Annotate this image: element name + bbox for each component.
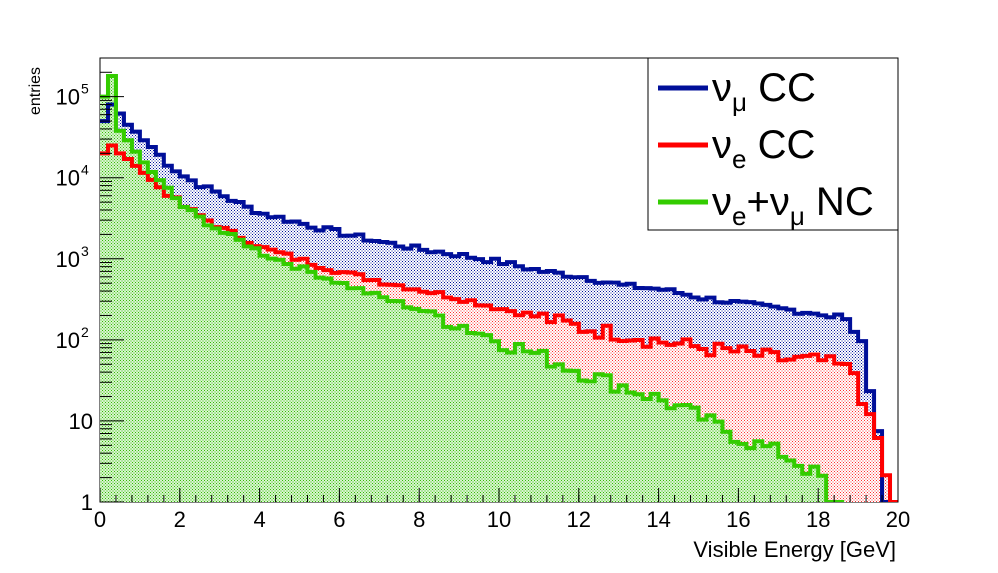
x-tick-label: 0	[94, 507, 106, 532]
y-tick-label: 10	[56, 166, 80, 191]
x-tick-label: 18	[806, 507, 830, 532]
x-tick-label: 6	[333, 507, 345, 532]
legend-label-nc: νe+νμ NC	[712, 180, 874, 231]
legend-label-nue_cc: νe CC	[712, 123, 815, 174]
y-tick-exponent: 3	[81, 243, 89, 259]
x-tick-label: 16	[726, 507, 750, 532]
x-tick-label: 8	[413, 507, 425, 532]
line-numu_cc	[100, 102, 898, 502]
y-tick-label: 10	[56, 85, 80, 110]
y-tick-label: 10	[69, 409, 93, 434]
legend: νμ CC νe CC νe+νμ NC	[647, 57, 899, 231]
y-tick-exponent: 2	[81, 324, 89, 340]
line-nc	[100, 73, 845, 502]
x-tick-label: 4	[253, 507, 265, 532]
x-tick-label: 10	[487, 507, 511, 532]
x-tick-label: 14	[646, 507, 670, 532]
y-tick-label: 10	[56, 247, 80, 272]
x-tick-label: 12	[567, 507, 591, 532]
legend-label-numu_cc: νμ CC	[712, 66, 816, 117]
y-tick-exponent: 5	[81, 81, 89, 97]
x-axis-label: Visible Energy [GeV]	[693, 537, 896, 562]
y-tick-label: 1	[81, 490, 93, 515]
y-axis-label: entries	[27, 67, 44, 115]
y-tick-exponent: 4	[81, 162, 89, 178]
y-tick-label: 10	[56, 328, 80, 353]
x-tick-label: 2	[174, 507, 186, 532]
area-nc	[100, 75, 898, 502]
x-tick-label: 20	[886, 507, 910, 532]
